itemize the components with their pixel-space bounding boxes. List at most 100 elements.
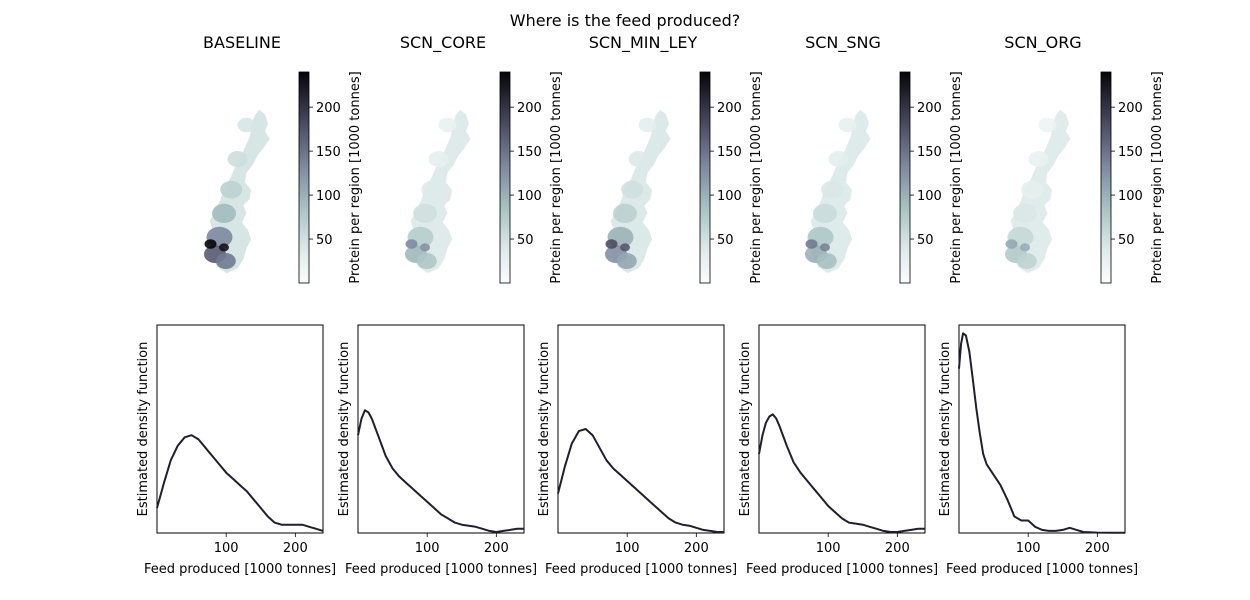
x-axis-label: Feed produced [1000 tonnes] <box>746 562 938 577</box>
map-panel-scn_sng: SCN_SNG 50 100 150 200 Protein per region [10… <box>805 33 964 284</box>
colorbar-tick-label: 50 <box>1118 233 1135 248</box>
map-region <box>820 243 830 252</box>
density-panel-scn_min_ley: 100 200 Feed produced [1000 tonnes] Estimat… <box>537 324 737 577</box>
colorbar-label: Protein per region [1000 tonnes] <box>348 71 363 283</box>
colorbar-scale <box>499 71 511 284</box>
map-region <box>620 243 630 252</box>
x-axis-label: Feed produced [1000 tonnes] <box>946 562 1138 577</box>
map-panel-scn_min_ley: SCN_MIN_LEY 50 100 150 200 Protein per region… <box>589 33 764 284</box>
colorbar-tick-label: 200 <box>517 101 542 116</box>
colorbar-tick-label: 100 <box>316 189 341 204</box>
figure-title: Where is the feed produced? <box>510 11 741 30</box>
y-axis-label: Estimated density function <box>537 342 552 517</box>
colorbar-tick-label: 100 <box>517 189 542 204</box>
map-region <box>413 203 437 223</box>
colorbar-scale <box>899 71 911 284</box>
colorbar: 50 100 150 200 Protein per region [1000 tonn… <box>298 71 363 284</box>
colorbar: 50 100 150 200 Protein per region [1000 tonn… <box>499 71 564 284</box>
map-title: SCN_MIN_LEY <box>589 33 698 53</box>
map-region <box>613 203 637 223</box>
colorbar: 50 100 150 200 Protein per region [1000 tonn… <box>899 71 964 284</box>
map-region <box>405 239 418 249</box>
density-curve <box>958 332 1125 534</box>
colorbar-label: Protein per region [1000 tonnes] <box>549 71 564 283</box>
colorbar-tick-label: 200 <box>316 101 341 116</box>
density-panel-scn_org: 100 200 Feed produced [1000 tonnes] Estimat… <box>938 324 1138 577</box>
map-region <box>421 180 444 199</box>
map-region <box>428 151 449 167</box>
plot-frame <box>557 324 725 534</box>
y-axis-label: Estimated density function <box>136 342 151 517</box>
y-axis-label: Estimated density function <box>738 342 753 517</box>
map-region <box>1005 239 1018 249</box>
map-panel-scn_core: SCN_CORE 50 100 150 200 Protein per region [1… <box>400 33 564 284</box>
x-tick-label: 100 <box>816 541 841 556</box>
map-region <box>1020 243 1030 252</box>
x-axis-label: Feed produced [1000 tonnes] <box>144 562 336 577</box>
map-region <box>1016 253 1037 269</box>
density-panel-scn_sng: 100 200 Feed produced [1000 tonnes] Estimat… <box>738 324 938 577</box>
colorbar-scale <box>699 71 711 284</box>
colorbar-tick-label: 150 <box>517 145 542 160</box>
y-axis-label: Estimated density function <box>337 342 352 517</box>
plot-frame <box>156 324 324 534</box>
map-region <box>237 117 256 133</box>
x-tick-label: 200 <box>885 541 910 556</box>
density-curve <box>357 409 524 533</box>
map-panel-scn_org: SCN_ORG 50 100 150 200 Protein per region [10… <box>1004 33 1165 284</box>
density-panel-scn_core: 100 200 Feed produced [1000 tonnes] Estimat… <box>337 324 537 577</box>
map-region <box>621 180 644 199</box>
colorbar-tick-label: 100 <box>717 189 742 204</box>
colorbar-label: Protein per region [1000 tonnes] <box>749 71 764 283</box>
map-region <box>628 151 649 167</box>
colorbar-tick-label: 200 <box>917 101 942 116</box>
map-region <box>821 180 844 199</box>
map-region <box>828 151 849 167</box>
colorbar: 50 100 150 200 Protein per region [1000 tonn… <box>1100 71 1165 284</box>
colorbar-tick-label: 50 <box>917 233 934 248</box>
x-tick-label: 100 <box>615 541 640 556</box>
x-tick-label: 100 <box>415 541 440 556</box>
map-region <box>212 203 236 223</box>
map-region <box>219 243 229 252</box>
colorbar-tick-label: 150 <box>316 145 341 160</box>
colorbar-scale <box>1100 71 1112 284</box>
x-tick-label: 100 <box>1016 541 1041 556</box>
map-region <box>220 180 243 199</box>
map-region <box>805 239 818 249</box>
colorbar-tick-label: 100 <box>917 189 942 204</box>
colorbar-tick-label: 50 <box>316 233 333 248</box>
x-tick-label: 100 <box>214 541 239 556</box>
map-region <box>616 253 637 269</box>
plot-frame <box>758 324 926 534</box>
map-region <box>1038 117 1057 133</box>
map-region <box>416 253 437 269</box>
map-region <box>420 243 430 252</box>
colorbar-label: Protein per region [1000 tonnes] <box>1150 71 1165 283</box>
map-title: SCN_ORG <box>1004 33 1081 53</box>
y-axis-label: Estimated density function <box>938 342 953 517</box>
colorbar-tick-label: 50 <box>517 233 534 248</box>
colorbar-tick-label: 200 <box>1118 101 1143 116</box>
map-region <box>227 151 248 167</box>
colorbar: 50 100 150 200 Protein per region [1000 tonn… <box>699 71 764 284</box>
map-region <box>605 239 618 249</box>
map-region <box>438 117 457 133</box>
x-tick-label: 200 <box>283 541 308 556</box>
colorbar-scale <box>298 71 310 284</box>
map-row: BASELINE 50 100 150 200 Protein per region [1… <box>203 33 1165 284</box>
colorbar-tick-label: 100 <box>1118 189 1143 204</box>
map-region <box>838 117 857 133</box>
density-panel-baseline: 100 200 Feed produced [1000 tonnes] Estimat… <box>136 324 336 577</box>
colorbar-tick-label: 150 <box>1118 145 1143 160</box>
density-row: 100 200 Feed produced [1000 tonnes] Estimat… <box>136 324 1138 577</box>
map-region <box>813 203 837 223</box>
x-axis-label: Feed produced [1000 tonnes] <box>345 562 537 577</box>
map-region <box>215 253 236 269</box>
map-region <box>1028 151 1049 167</box>
colorbar-label: Protein per region [1000 tonnes] <box>949 71 964 283</box>
map-region <box>1013 203 1037 223</box>
x-tick-label: 200 <box>684 541 709 556</box>
density-curve <box>156 434 324 532</box>
